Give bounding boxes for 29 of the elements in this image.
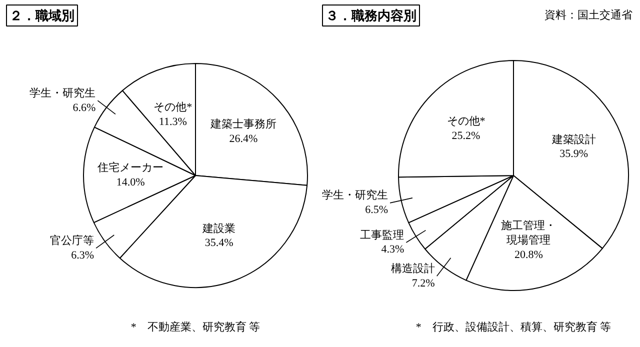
slice-label: 工事監理 [360,228,404,242]
slice-label: 建築設計 [550,132,596,146]
slice-label: 建築士事務所 [209,117,276,130]
slice-label: 住宅メーカー [98,160,164,174]
legend-label: 学生・研究生 [322,188,388,202]
data-label: 4.3% [381,244,404,256]
slice-label: その他* [446,115,486,128]
data-label: 6.6% [72,102,96,114]
data-label: 14.0% [116,176,145,188]
slice-label: 建設業 [202,222,236,235]
chart-title: ２．職域別 [10,8,74,23]
data-label: 20.8% [514,248,543,261]
data-label: 6.3% [71,249,94,262]
data-label: 35.4% [204,237,234,250]
data-label: 6.5% [365,204,388,216]
data-label: 35.9% [560,148,588,160]
text: * 行政、設備設計、積算、研究教育 等 [416,320,612,334]
slice-label: 学生・研究生 [30,86,96,100]
text: * 不動産業、研究教育 等 [130,320,260,334]
slice-label: 官公庁等 [50,234,94,248]
data-label: 25.2% [452,130,480,142]
data-label: 11.3% [158,116,187,128]
slice-label: 施工管理・現場管理 [501,219,556,246]
data-label: 26.4% [229,132,258,145]
chart-title: ３．職務内容別 [326,8,416,23]
slice-label: 構造設計 [390,262,435,275]
text: 資料：国土交通省 [544,8,632,22]
slice-label: その他* [154,101,192,114]
data-label: 7.2% [412,277,435,290]
